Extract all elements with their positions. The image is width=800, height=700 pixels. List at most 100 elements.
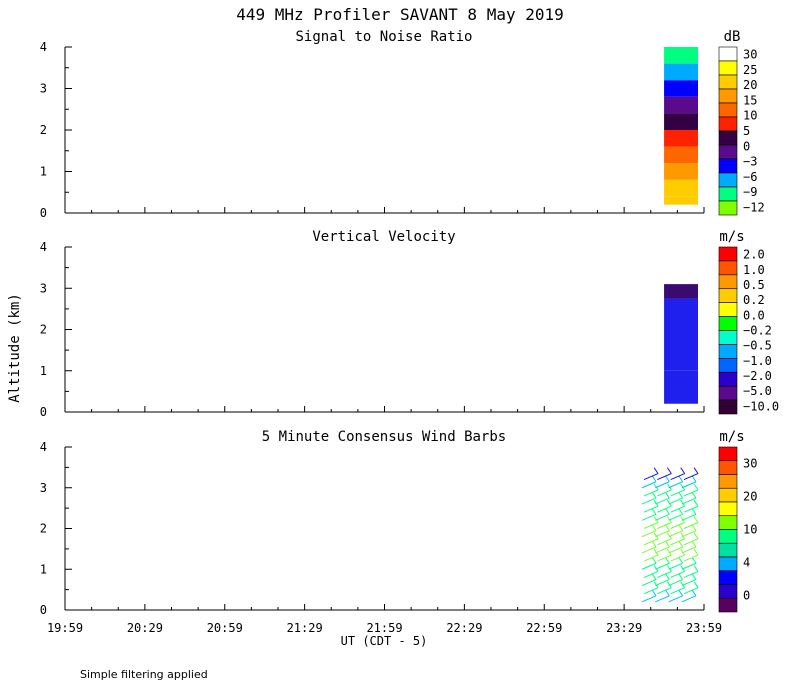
y-tick-label: 0	[40, 206, 47, 220]
wind-barb-flag	[653, 483, 659, 491]
wind-barb	[670, 554, 685, 562]
wind-barb-flag	[653, 499, 659, 507]
colorbar-swatch	[718, 274, 738, 290]
wind-barb	[641, 497, 657, 505]
colorbar-swatch	[718, 144, 738, 160]
wind-barb-flag	[678, 524, 684, 531]
wind-barb	[657, 473, 672, 481]
wind-barb-flag	[680, 467, 686, 474]
wind-barb-flag	[651, 491, 657, 499]
wind-barb-flag	[680, 565, 686, 572]
snr-cell	[664, 196, 698, 205]
wind-barb-flag	[651, 524, 657, 531]
wind-barb	[670, 587, 685, 595]
panel-1: Signal to Noise Ratio01234dB302520151050…	[40, 29, 765, 220]
wind-barb-flag	[678, 589, 684, 597]
wind-barb	[683, 473, 699, 481]
wind-barb-flag	[664, 475, 670, 483]
y-axis-label: Altitude (km)	[7, 293, 23, 403]
colorbar-label: 0.0	[743, 308, 765, 322]
wind-barb	[681, 513, 697, 521]
wind-barb-flag	[653, 565, 659, 572]
wind-barb	[668, 513, 683, 521]
snr-cell	[664, 80, 698, 97]
wind-barb-flag	[653, 548, 659, 556]
colorbar-swatch	[718, 446, 738, 462]
panel-2: Vertical Velocity 0 1 2 3 4 m/s 2.01.00.50.20.0…	[40, 229, 779, 419]
y-tick-label: 4	[40, 440, 47, 454]
y-tick-label: 3	[40, 481, 47, 495]
wind-barb	[655, 497, 670, 505]
wind-barb-flag	[680, 532, 686, 540]
colorbar-label: −10.0	[743, 399, 779, 413]
wind-barb-flag	[693, 499, 699, 507]
colorbar-swatch	[718, 460, 738, 475]
wind-barb	[655, 595, 670, 603]
wind-barb	[683, 570, 699, 578]
snr-cell	[664, 163, 698, 180]
wind-barb-flag	[666, 483, 672, 491]
wind-barb-flag	[651, 556, 657, 564]
velocity-cell	[664, 298, 698, 330]
colorbar-unit: dB	[724, 29, 741, 45]
panel-3: 5 Minute Consensus Wind Barbs 0 1 2 3 4 19:59 2…	[40, 429, 758, 635]
wind-barb-flag	[666, 499, 672, 507]
wind-barb-flag	[691, 491, 697, 499]
wind-barb	[643, 473, 659, 481]
x-tick-label: 19:59	[47, 621, 83, 635]
wind-barb-flag	[678, 508, 684, 515]
wind-barb-flag	[691, 524, 697, 531]
colorbar-swatch	[718, 487, 738, 503]
y-tick-label: 2	[40, 522, 47, 536]
colorbar-swatch	[718, 529, 738, 544]
wind-barb-flag	[653, 467, 659, 474]
wind-barb	[643, 570, 659, 578]
colorbar-swatch	[718, 385, 738, 401]
wind-barb-flag	[693, 581, 699, 588]
wind-barb-flag	[664, 589, 670, 597]
wind-barb	[643, 505, 659, 513]
velocity-cell	[664, 370, 698, 404]
wind-barb	[683, 587, 699, 595]
wind-barb	[681, 530, 697, 538]
wind-barb-flag	[651, 573, 657, 580]
wind-barb-flag	[678, 556, 684, 564]
colorbar-swatch	[718, 186, 738, 202]
wind-barb	[641, 562, 657, 570]
wind-barb-flag	[691, 475, 697, 483]
velocity-cell	[664, 329, 698, 371]
wind-barb-flag	[691, 508, 697, 515]
colorbar-label: 30	[743, 48, 757, 62]
wind-barb	[683, 489, 699, 497]
colorbar-swatch	[718, 556, 738, 572]
y-tick-label: 2	[40, 123, 47, 137]
colorbar-label: 25	[743, 63, 757, 77]
y-tick-label: 3	[40, 82, 47, 96]
wind-barb-flag	[680, 516, 686, 523]
colorbar-swatch	[718, 46, 738, 62]
wind-barb	[668, 530, 683, 538]
colorbar-label: −0.5	[743, 339, 772, 353]
wind-barb-flag	[666, 565, 672, 572]
x-tick-label: 23:29	[606, 621, 642, 635]
colorbar-swatch	[718, 542, 738, 558]
colorbar-label: 10	[743, 523, 757, 537]
wind-barb-flag	[680, 483, 686, 491]
y-tick-label: 2	[40, 323, 47, 337]
wind-barb	[655, 481, 670, 489]
wind-barb	[657, 489, 672, 497]
wind-barb-flag	[651, 508, 657, 515]
wind-barb	[643, 522, 659, 529]
wind-barb	[670, 522, 685, 529]
y-tick-label: 4	[40, 40, 47, 54]
wind-barb	[683, 522, 699, 529]
wind-barb-flag	[691, 540, 697, 548]
colorbar-label: 0	[743, 589, 750, 603]
wind-barb-flag	[678, 475, 684, 483]
wind-barb-flag	[693, 532, 699, 540]
colorbar-label: −2.0	[743, 369, 772, 383]
wind-barb-flag	[651, 540, 657, 548]
colorbar-swatch	[718, 584, 738, 599]
wind-barb	[657, 587, 672, 595]
